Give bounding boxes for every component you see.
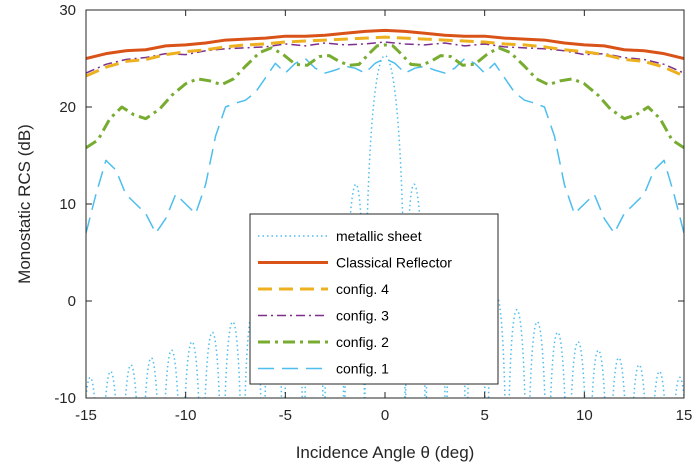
y-tick-label: 10 — [59, 196, 76, 213]
x-tick-label: -5 — [279, 407, 292, 424]
series-line-config-3 — [86, 41, 684, 74]
series-line-config-2 — [86, 43, 684, 149]
x-axis-label: Incidence Angle θ (deg) — [296, 443, 475, 462]
y-tick-label: 20 — [59, 99, 76, 116]
legend-label-config-3: config. 3 — [336, 308, 389, 324]
series-line-classical-reflector — [86, 28, 684, 60]
series-line-config-1 — [86, 57, 684, 234]
x-tick-label: -10 — [175, 407, 197, 424]
legend-label-config-2: config. 2 — [336, 334, 389, 350]
x-tick-label: -15 — [75, 407, 97, 424]
y-axis-label: Monostatic RCS (dB) — [15, 124, 34, 284]
legend: metallic sheet Classical Reflector config.… — [249, 213, 499, 385]
y-tick-label: 30 — [59, 2, 76, 19]
x-tick-label: 15 — [676, 407, 693, 424]
legend-label-config-4: config. 4 — [336, 281, 389, 297]
legend-label-config-1: config. 1 — [336, 361, 389, 377]
legend-label-metallic-sheet: metallic sheet — [336, 228, 422, 244]
x-tick-label: 10 — [576, 407, 593, 424]
y-tick-label: -10 — [54, 390, 76, 407]
series-layer — [86, 28, 684, 398]
series-line-config-4 — [86, 35, 684, 78]
y-tick-label: 0 — [68, 293, 76, 310]
legend-label-classical-reflector: Classical Reflector — [336, 255, 452, 271]
legend-box — [249, 213, 499, 385]
x-tick-label: 0 — [381, 407, 389, 424]
x-tick-label: 5 — [480, 407, 488, 424]
